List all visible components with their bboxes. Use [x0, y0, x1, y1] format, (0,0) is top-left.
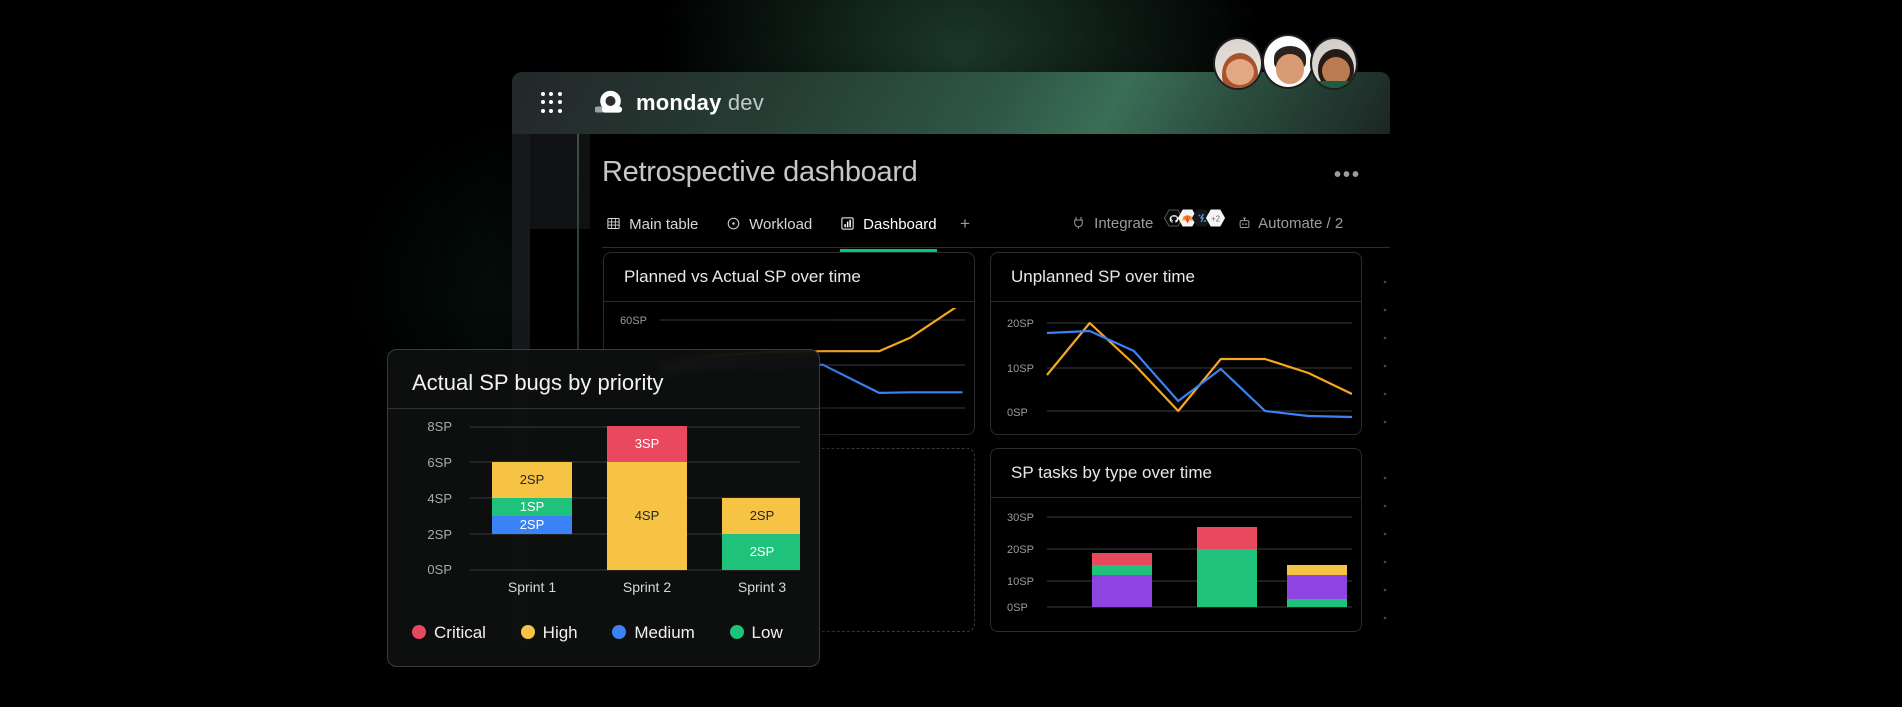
svg-text:10SP: 10SP [1007, 576, 1034, 588]
svg-text:2SP: 2SP [750, 544, 775, 559]
svg-text:2SP: 2SP [520, 517, 545, 532]
svg-text:20SP: 20SP [1007, 318, 1034, 330]
svg-text:+2: +2 [1211, 215, 1221, 224]
svg-text:8SP: 8SP [427, 422, 452, 434]
svg-text:10SP: 10SP [1007, 363, 1034, 375]
svg-text:0SP: 0SP [1007, 602, 1028, 614]
svg-text:2SP: 2SP [520, 472, 545, 487]
svg-text:Sprint 1: Sprint 1 [508, 579, 556, 595]
svg-text:6SP: 6SP [427, 455, 452, 470]
svg-text:0SP: 0SP [1007, 407, 1028, 419]
svg-text:30SP: 30SP [1007, 512, 1034, 524]
svg-text:1SP: 1SP [520, 499, 545, 514]
svg-text:20SP: 20SP [1007, 544, 1034, 556]
svg-text:0SP: 0SP [427, 562, 452, 577]
svg-text:Sprint 2: Sprint 2 [623, 579, 671, 595]
svg-text:Sprint 3: Sprint 3 [738, 579, 786, 595]
svg-text:4SP: 4SP [427, 491, 452, 506]
svg-text:3SP: 3SP [635, 436, 660, 451]
svg-text:2SP: 2SP [750, 508, 775, 523]
svg-text:4SP: 4SP [635, 508, 660, 523]
svg-text:2SP: 2SP [427, 527, 452, 542]
